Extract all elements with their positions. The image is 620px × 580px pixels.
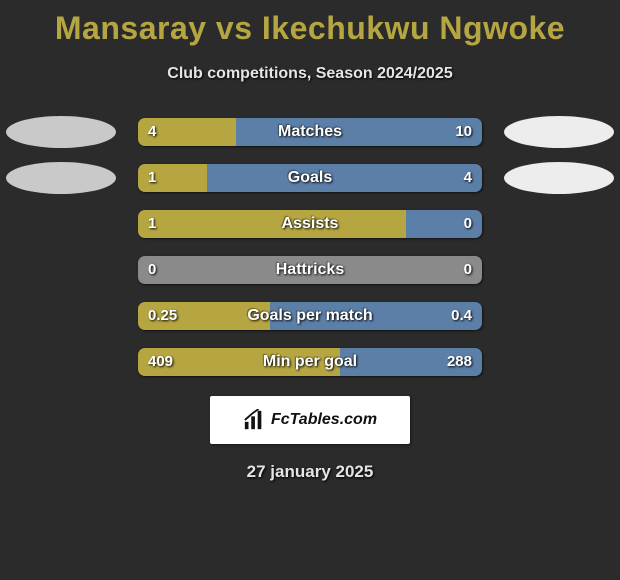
stat-row: Matches4 10 [0,118,620,146]
player-left-ellipse [6,116,116,148]
player-right-ellipse [504,116,614,148]
stat-value-right: 10 [455,118,472,146]
subtitle: Club competitions, Season 2024/2025 [0,65,620,83]
stat-value-left: 1 [148,210,156,238]
bar-wrap: Hattricks0 0 [138,256,482,284]
stat-value-left: 4 [148,118,156,146]
stat-label: Assists [138,210,482,238]
stat-value-right: 0.4 [451,302,472,330]
stat-row: Hattricks0 0 [0,256,620,284]
bar-wrap: Matches4 10 [138,118,482,146]
stat-row: Assists1 0 [0,210,620,238]
stat-label: Hattricks [138,256,482,284]
comparison-chart: Matches410Goals14Assists10Hattricks00Goa… [0,118,620,376]
stat-row: Min per goal409 288 [0,348,620,376]
player-right-ellipse [504,162,614,194]
stat-value-left: 409 [148,348,173,376]
stat-label: Min per goal [138,348,482,376]
stat-value-right: 0 [464,256,472,284]
logo-box: FcTables.com [210,396,410,444]
stat-value-left: 0 [148,256,156,284]
stat-label: Matches [138,118,482,146]
stat-value-right: 288 [447,348,472,376]
stat-value-left: 1 [148,164,156,192]
stat-value-right: 0 [464,210,472,238]
player-left-ellipse [6,162,116,194]
bar-wrap: Goals1 4 [138,164,482,192]
stat-row: Goals1 4 [0,164,620,192]
logo-text: FcTables.com [271,411,377,429]
bar-chart-icon [243,409,265,431]
bar-wrap: Assists1 0 [138,210,482,238]
stat-value-right: 4 [464,164,472,192]
date-text: 27 january 2025 [0,462,620,482]
stat-label: Goals [138,164,482,192]
bar-wrap: Min per goal409 288 [138,348,482,376]
stat-row: Goals per match0.25 0.4 [0,302,620,330]
bar-wrap: Goals per match0.25 0.4 [138,302,482,330]
stat-value-left: 0.25 [148,302,177,330]
stat-label: Goals per match [138,302,482,330]
page-title: Mansaray vs Ikechukwu Ngwoke [0,0,620,47]
